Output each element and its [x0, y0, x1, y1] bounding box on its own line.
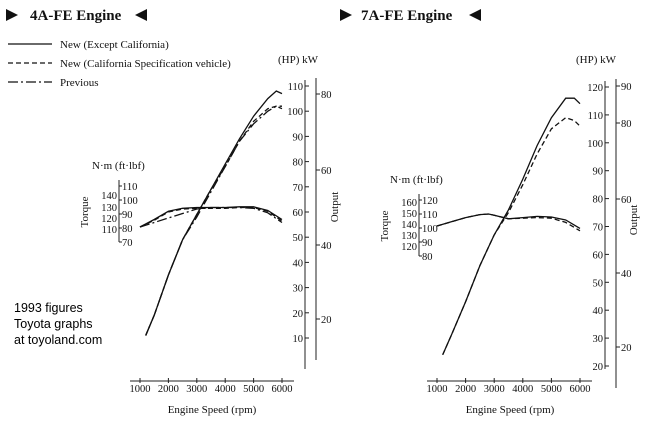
- x-tick-label: 4000: [215, 384, 236, 395]
- hp-tick-label: 110: [588, 111, 603, 122]
- lbf-tick-label: 90: [122, 210, 133, 221]
- hp-tick-label: 50: [293, 233, 304, 244]
- output-units-label: (HP) kW: [576, 54, 617, 66]
- chart-7afe: 1000 2000 3000 4000 5000 6000 Engine Speed (rp…: [379, 54, 640, 416]
- x-tick-label: 6000: [272, 384, 293, 395]
- hp-tick-label: 100: [287, 107, 303, 118]
- hp-tick-label: 80: [293, 158, 304, 169]
- torque-units-label: N·m (ft·lbf): [390, 174, 443, 186]
- x-tick-label: 5000: [541, 384, 562, 395]
- hp-tick-label: 80: [593, 195, 604, 206]
- nm-tick-label: 110: [102, 225, 117, 236]
- x-axis-label: Engine Speed (rpm): [466, 404, 555, 416]
- title-left-arrow-icon: [340, 9, 352, 21]
- hp-tick-label: 100: [587, 139, 603, 150]
- hp-tick-label: 30: [293, 284, 304, 295]
- hp-tick-label: 30: [593, 334, 604, 345]
- hp-tick-label: 70: [293, 183, 304, 194]
- x-tick-label: 2000: [158, 384, 179, 395]
- nm-tick-label: 150: [401, 209, 417, 220]
- kw-tick-label: 80: [321, 90, 332, 101]
- output-units-label: (HP) kW: [278, 54, 319, 66]
- legend-label-previous: Previous: [60, 77, 99, 89]
- hp-tick-label: 50: [593, 278, 604, 289]
- title-right-arrow-icon: [469, 9, 481, 21]
- kw-tick-label: 40: [321, 241, 332, 252]
- title-left-arrow-icon: [6, 9, 18, 21]
- lbf-tick-label: 70: [122, 238, 133, 249]
- output-series-line-new-california: [145, 105, 282, 336]
- torque-axis-label: Torque: [79, 196, 91, 227]
- credit-line: at toyoland.com: [14, 333, 103, 347]
- credit-line: 1993 figures: [14, 301, 83, 315]
- kw-tick-label: 90: [621, 82, 632, 93]
- x-tick-label: 1000: [130, 384, 151, 395]
- credit-line: Toyota graphs: [14, 317, 93, 331]
- nm-tick-label: 140: [401, 220, 417, 231]
- torque-series-line-previous: [139, 206, 283, 228]
- legend-label-california: New (California Specification vehicle): [60, 58, 231, 70]
- hp-tick-label: 70: [593, 223, 604, 234]
- kw-tick-label: 20: [621, 343, 632, 354]
- hp-tick-label: 10: [293, 334, 304, 345]
- lbf-tick-label: 80: [122, 224, 133, 235]
- lbf-tick-label: 100: [422, 224, 438, 235]
- chart-title-4afe: 4A-FE Engine: [30, 8, 122, 24]
- legend: New (Except California) New (California …: [8, 39, 231, 89]
- output-axis-label: Output: [628, 205, 640, 236]
- torque-series-line-new-california: [436, 213, 581, 232]
- output-axis-label: Output: [329, 192, 341, 223]
- credit-note: 1993 figures Toyota graphs at toyoland.c…: [14, 300, 102, 348]
- hp-tick-label: 90: [293, 132, 304, 143]
- x-axis-label: Engine Speed (rpm): [168, 404, 257, 416]
- lbf-tick-label: 110: [422, 210, 437, 221]
- torque-units-label: N·m (ft·lbf): [92, 160, 145, 172]
- hp-tick-label: 20: [593, 362, 604, 373]
- kw-tick-label: 20: [321, 315, 332, 326]
- hp-tick-label: 60: [293, 208, 304, 219]
- chart-title-7afe: 7A-FE Engine: [361, 8, 453, 24]
- torque-series-line-new-california: [139, 206, 283, 228]
- x-tick-label: 5000: [243, 384, 264, 395]
- legend-label-new: New (Except California): [60, 39, 169, 51]
- nm-tick-label: 120: [101, 214, 117, 225]
- hp-tick-label: 110: [288, 82, 303, 93]
- lbf-tick-label: 110: [122, 182, 137, 193]
- hp-tick-label: 120: [587, 83, 603, 94]
- lbf-tick-label: 100: [122, 196, 138, 207]
- chart-4afe: 1000 2000 3000 4000 5000 6000 Engine Speed (rp…: [79, 54, 341, 416]
- output-series-line-new-california: [442, 116, 581, 356]
- lbf-tick-label: 90: [422, 238, 433, 249]
- hp-tick-label: 40: [293, 258, 304, 269]
- output-series-line-previous: [145, 105, 283, 336]
- x-tick-label: 4000: [512, 384, 533, 395]
- kw-tick-label: 60: [321, 166, 332, 177]
- torque-axis-label: Torque: [379, 210, 391, 241]
- lbf-tick-label: 120: [422, 196, 438, 207]
- hp-tick-label: 20: [293, 309, 304, 320]
- torque-series-line-new-except-california: [139, 206, 283, 228]
- x-tick-label: 3000: [484, 384, 505, 395]
- nm-tick-label: 120: [401, 242, 417, 253]
- hp-tick-label: 60: [593, 250, 604, 261]
- x-tick-label: 1000: [427, 384, 448, 395]
- x-tick-label: 2000: [455, 384, 476, 395]
- kw-tick-label: 60: [621, 195, 632, 206]
- hp-tick-label: 90: [593, 167, 604, 178]
- title-right-arrow-icon: [135, 9, 147, 21]
- torque-series-line-new-except-california: [436, 213, 581, 229]
- x-tick-label: 6000: [570, 384, 591, 395]
- nm-tick-label: 140: [101, 191, 117, 202]
- nm-tick-label: 160: [401, 198, 417, 209]
- x-tick-label: 3000: [186, 384, 207, 395]
- kw-tick-label: 80: [621, 119, 632, 130]
- nm-tick-label: 130: [401, 231, 417, 242]
- nm-tick-label: 130: [101, 203, 117, 214]
- hp-tick-label: 40: [593, 306, 604, 317]
- kw-tick-label: 40: [621, 269, 632, 280]
- output-series-line-new-except-california: [442, 97, 581, 356]
- lbf-tick-label: 80: [422, 252, 433, 263]
